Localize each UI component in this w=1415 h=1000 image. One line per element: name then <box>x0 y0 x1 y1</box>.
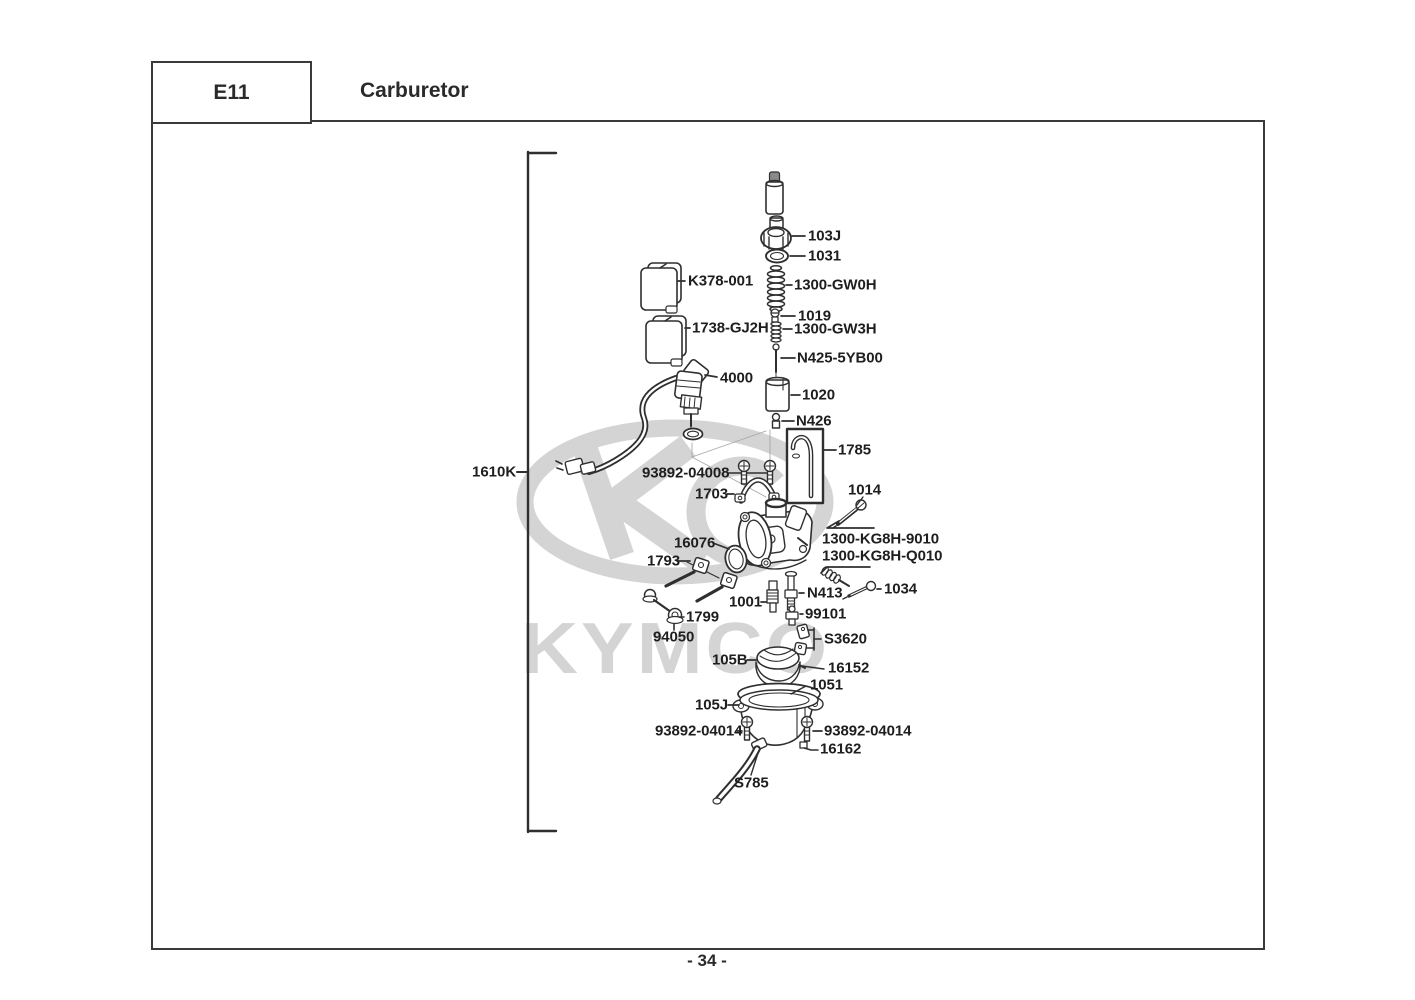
part-label-93892-04014: 93892-04014 <box>655 722 743 740</box>
part-label-1014: 1014 <box>848 481 881 499</box>
part-drawing-1703 <box>726 477 780 504</box>
part-label-1785: 1785 <box>838 441 871 459</box>
part-label-1019: 1019 <box>798 307 831 325</box>
part-drawing-103J <box>760 215 806 250</box>
part-label-1300-KG8H-9010: 1300-KG8H-9010 <box>822 530 940 548</box>
part-drawing-1300-KG8H-Q010 <box>820 566 871 587</box>
part-drawing-S3620 <box>793 623 822 656</box>
assembly-label-1610K: 1610K <box>472 463 517 481</box>
part-drawing-N425-5YB00 <box>772 343 796 379</box>
part-drawing-16076 <box>712 542 748 574</box>
part-drawing-105B <box>746 646 825 688</box>
section-code-box: E11 <box>151 61 312 124</box>
part-label-16076: 16076 <box>674 534 716 552</box>
part-label-16152: 16152 <box>828 659 870 677</box>
part-drawing-1020 <box>765 376 801 412</box>
page-number: - 34 - <box>687 951 727 970</box>
part-label-1300-GW3H: 1300-GW3H <box>794 320 877 338</box>
part-drawing-93892-04008 <box>727 459 777 485</box>
part-drawing-4000 <box>555 358 718 476</box>
part-label-1738-GJ2H: 1738-GJ2H <box>692 319 769 337</box>
part-label-N413: N413 <box>807 584 843 602</box>
part-label-S3620: S3620 <box>824 630 867 648</box>
part-drawing-16162 <box>799 741 819 751</box>
part-label-1034: 1034 <box>884 580 917 598</box>
part-label-1001: 1001 <box>729 593 762 611</box>
part-label-1793: 1793 <box>647 552 680 570</box>
part-drawing-N413 <box>784 570 805 611</box>
part-label-16162: 16162 <box>820 740 862 758</box>
part-drawing-N426 <box>771 412 795 429</box>
part-label-1300-GW0H: 1300-GW0H <box>794 276 877 294</box>
part-drawing-1001 <box>760 580 779 613</box>
part-label-S785: S785 <box>734 774 769 792</box>
part-drawing-1300-GW3H <box>770 321 793 343</box>
part-drawing-1019 <box>770 308 796 323</box>
part-label-99101: 99101 <box>805 605 847 623</box>
part-drawing-99101 <box>785 605 804 626</box>
part-drawing-1014 <box>832 496 867 529</box>
part-label-N426: N426 <box>796 412 832 430</box>
part-label-105B: 105B <box>712 651 748 669</box>
section-code: E11 <box>213 80 250 104</box>
part-label-93892-04008: 93892-04008 <box>642 464 730 482</box>
part-drawing-S785 <box>712 745 761 805</box>
part-drawing-1738-GJ2H <box>645 315 691 367</box>
assembly-bracket <box>516 150 558 834</box>
part-drawing-93892-04014 <box>736 715 823 742</box>
part-label-1051: 1051 <box>810 676 843 694</box>
leader-1300-KG8H-9010 <box>826 520 875 529</box>
part-label-105J: 105J <box>695 696 728 714</box>
part-drawing-carburetor-body <box>737 497 813 570</box>
part-drawing-1300-GW0H <box>766 265 793 313</box>
part-drawing-1785 <box>785 427 837 505</box>
diagram-frame <box>151 120 1265 950</box>
part-label-1020: 1020 <box>802 386 835 404</box>
part-drawing-K378-001 <box>640 262 686 314</box>
part-drawing-throttle-tube <box>765 171 784 215</box>
part-label-93892-04014: 93892-04014 <box>824 722 912 740</box>
part-label-4000: 4000 <box>720 369 753 387</box>
part-label-103J: 103J <box>808 227 841 245</box>
part-label-1703: 1703 <box>695 485 728 503</box>
part-label-1799: 1799 <box>686 608 719 626</box>
page-title: Carburetor <box>360 79 469 102</box>
part-label-N425-5YB00: N425-5YB00 <box>797 349 883 367</box>
part-drawing-1793 <box>664 556 738 603</box>
part-drawing-1034 <box>842 580 882 600</box>
part-label-94050: 94050 <box>653 628 695 646</box>
part-drawing-1031 <box>765 248 806 264</box>
part-drawing-105J <box>727 682 824 752</box>
part-label-1300-KG8H-Q010: 1300-KG8H-Q010 <box>822 547 943 565</box>
part-label-K378-001: K378-001 <box>688 272 754 290</box>
part-drawing-1799-94050 <box>642 588 685 631</box>
part-label-1031: 1031 <box>808 247 841 265</box>
